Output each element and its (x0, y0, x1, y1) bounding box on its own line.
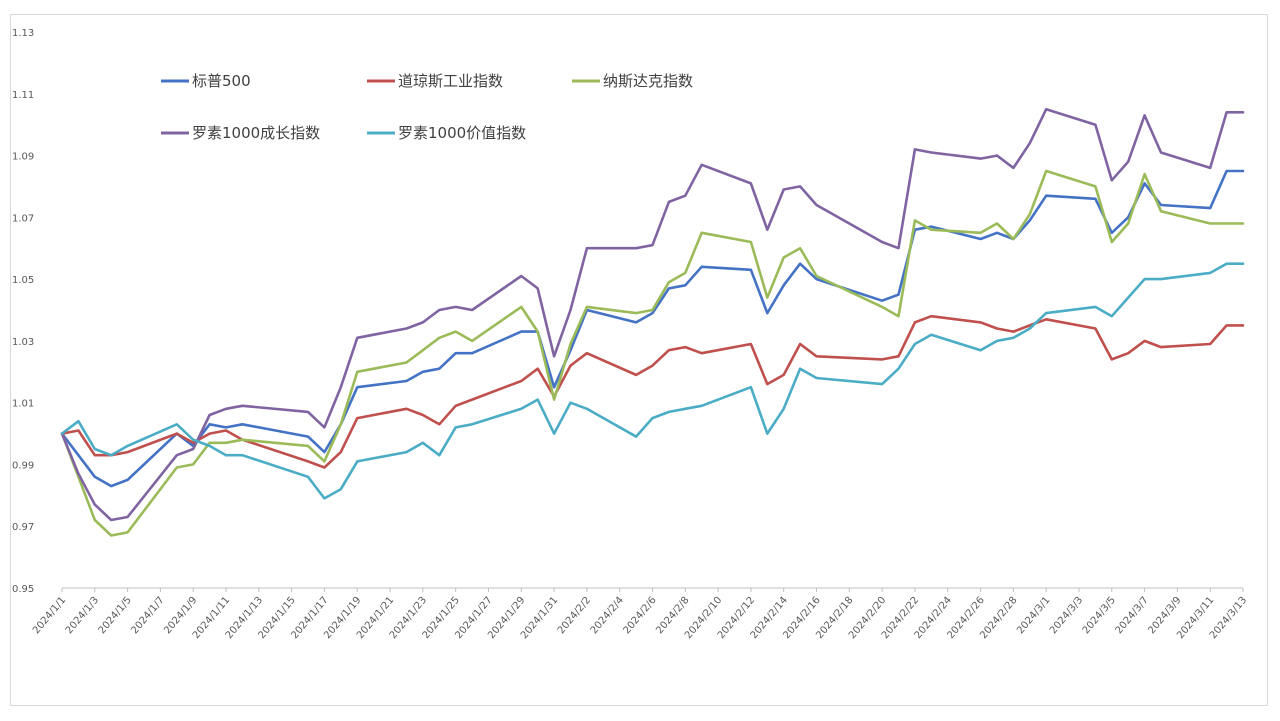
x-tick-label: 2024/3/5 (1081, 595, 1118, 636)
x-tick-label: 2024/2/6 (621, 595, 658, 636)
legend-label: 罗素1000价值指数 (398, 124, 526, 142)
legend-label: 标普500 (192, 72, 251, 90)
y-tick-label: 1.01 (12, 399, 34, 410)
y-tick-label: 0.95 (12, 584, 34, 595)
y-tick-label: 1.07 (12, 213, 34, 224)
x-tick-label: 2024/2/2 (556, 595, 593, 636)
y-tick-label: 1.13 (12, 28, 34, 39)
x-tick-label: 2024/3/1 (1015, 595, 1052, 636)
series-line-5 (60, 262, 1245, 500)
x-tick-label: 2024/1/5 (97, 595, 134, 636)
legend-label: 纳斯达克指数 (603, 72, 693, 90)
y-tick-label: 1.09 (12, 152, 34, 163)
x-tick-label: 2024/3/7 (1114, 595, 1151, 636)
x-tick-label: 2024/2/4 (589, 595, 626, 636)
y-tick-label: 1.11 (12, 90, 34, 101)
series-line-4 (60, 107, 1245, 522)
y-axis: 0.95 0.97 0.99 1.01 1.03 1.05 1.07 1.09 1.11 1.13 (12, 28, 34, 595)
legend-label: 道琼斯工业指数 (398, 72, 503, 90)
y-tick-label: 1.05 (12, 275, 34, 286)
series-layer (60, 107, 1245, 537)
series-line-3 (60, 169, 1245, 537)
y-tick-label: 1.03 (12, 337, 34, 348)
legend-label: 罗素1000成长指数 (192, 124, 320, 142)
x-tick-label: 2024/1/7 (129, 595, 166, 636)
y-tick-label: 0.99 (12, 460, 34, 471)
series-line-1 (60, 169, 1245, 488)
x-axis: 2024/1/12024/1/32024/1/52024/1/72024/1/9… (31, 587, 1249, 641)
x-tick-label: 2024/1/3 (64, 595, 101, 636)
x-tick-label: 2024/1/1 (31, 595, 68, 636)
x-tick-label: 2024/3/3 (1048, 595, 1085, 636)
series-line-2 (60, 314, 1245, 469)
chart-frame (10, 14, 1268, 706)
y-tick-label: 0.97 (12, 522, 34, 533)
